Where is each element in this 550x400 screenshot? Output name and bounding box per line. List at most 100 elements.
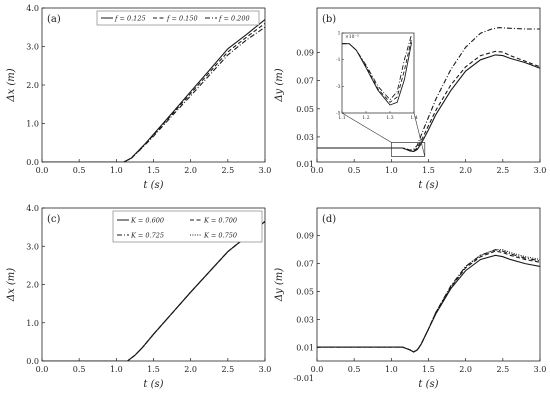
x-tick-label: 3.0: [259, 365, 272, 374]
y-tick-label: 0.05: [296, 105, 314, 114]
plot-frame: [41, 7, 266, 163]
inset-scale-label: ×10⁻³: [345, 34, 359, 40]
series-group: [42, 19, 265, 162]
y-tick-label: 2.0: [26, 281, 39, 290]
series-group: [317, 27, 540, 153]
series-line-2: [42, 26, 265, 162]
x-tick-label: 3.0: [534, 166, 547, 175]
series-line-2: [317, 27, 540, 151]
inset-frame: [341, 32, 415, 114]
y-tick-label: 4.0: [26, 4, 39, 13]
y-axis-label: Δx (m): [6, 268, 17, 302]
panel-label: (d): [322, 214, 336, 225]
x-tick-label: 1.5: [147, 166, 160, 175]
y-tick-label: 0.05: [296, 287, 314, 296]
x-tick-label: 0.5: [348, 365, 361, 374]
zoom-connector: [341, 112, 392, 143]
x-tick-label: 0.0: [36, 365, 49, 374]
x-tick-label: 1.5: [147, 365, 160, 374]
x-axis-label: t (s): [143, 379, 163, 390]
x-tick-label: 0.0: [311, 365, 324, 374]
x-tick-label: 2.5: [496, 365, 509, 374]
y-axis-label: Δx (m): [6, 68, 17, 102]
inset: ×10⁻³ 1.1 1.2 1.3 1.4 1 -1 -3 -5: [336, 31, 426, 157]
zoom-connector: [413, 112, 426, 157]
x-tick-label: 2.5: [221, 166, 234, 175]
series-line-3: [42, 220, 265, 361]
x-tick-label: 0.5: [348, 166, 361, 175]
panel-label: (b): [322, 14, 336, 25]
x-tick-label: 0.0: [36, 166, 49, 175]
x-tick-label: 0.5: [73, 166, 86, 175]
inset-x-tick-label: 1.3: [386, 115, 393, 121]
series-line-2: [317, 249, 540, 353]
x-tick-label: 1.0: [385, 166, 398, 175]
legend-entry: K = 0.725: [130, 232, 164, 240]
legend-box: [112, 210, 263, 243]
y-axis-label: Δy (m): [274, 68, 285, 102]
inset-series-group: [342, 34, 413, 106]
inset-y-tick-label: -3: [336, 84, 341, 90]
inset-y-tick-label: -1: [336, 57, 341, 63]
x-tick-label: 1.0: [110, 166, 123, 175]
legend-entry: K = 0.700: [203, 217, 237, 225]
x-axis-label: t (s): [418, 180, 438, 191]
series-group: [317, 249, 540, 353]
legend-entry: K = 0.750: [203, 232, 237, 240]
series-group: [42, 220, 265, 361]
series-line-1: [42, 22, 265, 162]
y-tick-label: 3.0: [26, 43, 39, 52]
x-tick-label: 2.0: [459, 166, 472, 175]
x-tick-label: 2.0: [459, 365, 472, 374]
y-tick-label: 3.0: [26, 242, 39, 251]
legend-entry: f = 0.200: [218, 15, 250, 23]
x-tick-label: 1.5: [422, 365, 435, 374]
legend-entry: f = 0.125: [114, 15, 146, 23]
y-tick-label: 0.0: [26, 158, 39, 167]
y-tick-label: 0.09: [296, 231, 314, 240]
y-tick-label: 0.0: [26, 357, 39, 366]
panel-d: 0.0 0.5 1.0 1.5 2.0 2.5 3.0 -0.01 0.01 0.03 0.05 0.…: [274, 207, 547, 390]
x-tick-label: 2.5: [496, 166, 509, 175]
series-line-0: [42, 220, 265, 361]
y-tick-label: 1.0: [26, 319, 39, 328]
panel-label: (c): [47, 214, 61, 225]
y-tick-label: 0.09: [296, 49, 314, 58]
series-line-2: [42, 220, 265, 361]
x-tick-label: 2.0: [184, 166, 197, 175]
legend-entry: K = 0.600: [130, 217, 164, 225]
x-tick-label: 1.5: [422, 166, 435, 175]
x-axis-label: t (s): [143, 180, 163, 191]
legend: K = 0.600 K = 0.700 K = 0.725 K = 0.750: [112, 210, 263, 243]
y-tick-label: 4.0: [26, 204, 39, 213]
inset-x-tick-label: 1.1: [338, 115, 345, 121]
x-tick-label: 0.0: [311, 166, 324, 175]
y-tick-label: 0.07: [296, 77, 314, 86]
inset-x-tick-label: 1.2: [362, 115, 369, 121]
y-tick-label: 0.03: [296, 133, 314, 142]
inset-y-tick-label: 1: [338, 31, 341, 37]
x-tick-label: 2.0: [184, 365, 197, 374]
y-tick-label: 0.03: [296, 315, 314, 324]
x-tick-label: 3.0: [259, 166, 272, 175]
plot-frame: [316, 207, 541, 362]
legend-entry: f = 0.150: [166, 15, 198, 23]
panel-a: 0.0 0.5 1.0 1.5 2.0 2.5 3.0 0.0 1.0 2.0 3.0 4.0 t (s…: [6, 4, 271, 191]
series-line-1: [317, 250, 540, 353]
y-tick-label: 1.0: [26, 120, 39, 129]
y-tick-label: 0.07: [296, 259, 314, 268]
x-tick-label: 3.0: [534, 365, 547, 374]
legend: f = 0.125 f = 0.150 f = 0.200: [96, 10, 260, 26]
inset-series-line-2: [342, 34, 413, 101]
series-line-1: [42, 220, 265, 361]
inset-x-tick-label: 1.4: [410, 115, 417, 121]
zoom-box: [390, 142, 426, 157]
x-axis-label: t (s): [418, 379, 438, 390]
inset-y-tick-label: -5: [336, 111, 341, 117]
series-line-0: [42, 19, 265, 162]
y-tick-label: -0.01: [293, 374, 314, 383]
x-tick-label: 1.0: [385, 365, 398, 374]
legend-box: [96, 10, 260, 26]
y-tick-label: 0.01: [296, 160, 314, 169]
